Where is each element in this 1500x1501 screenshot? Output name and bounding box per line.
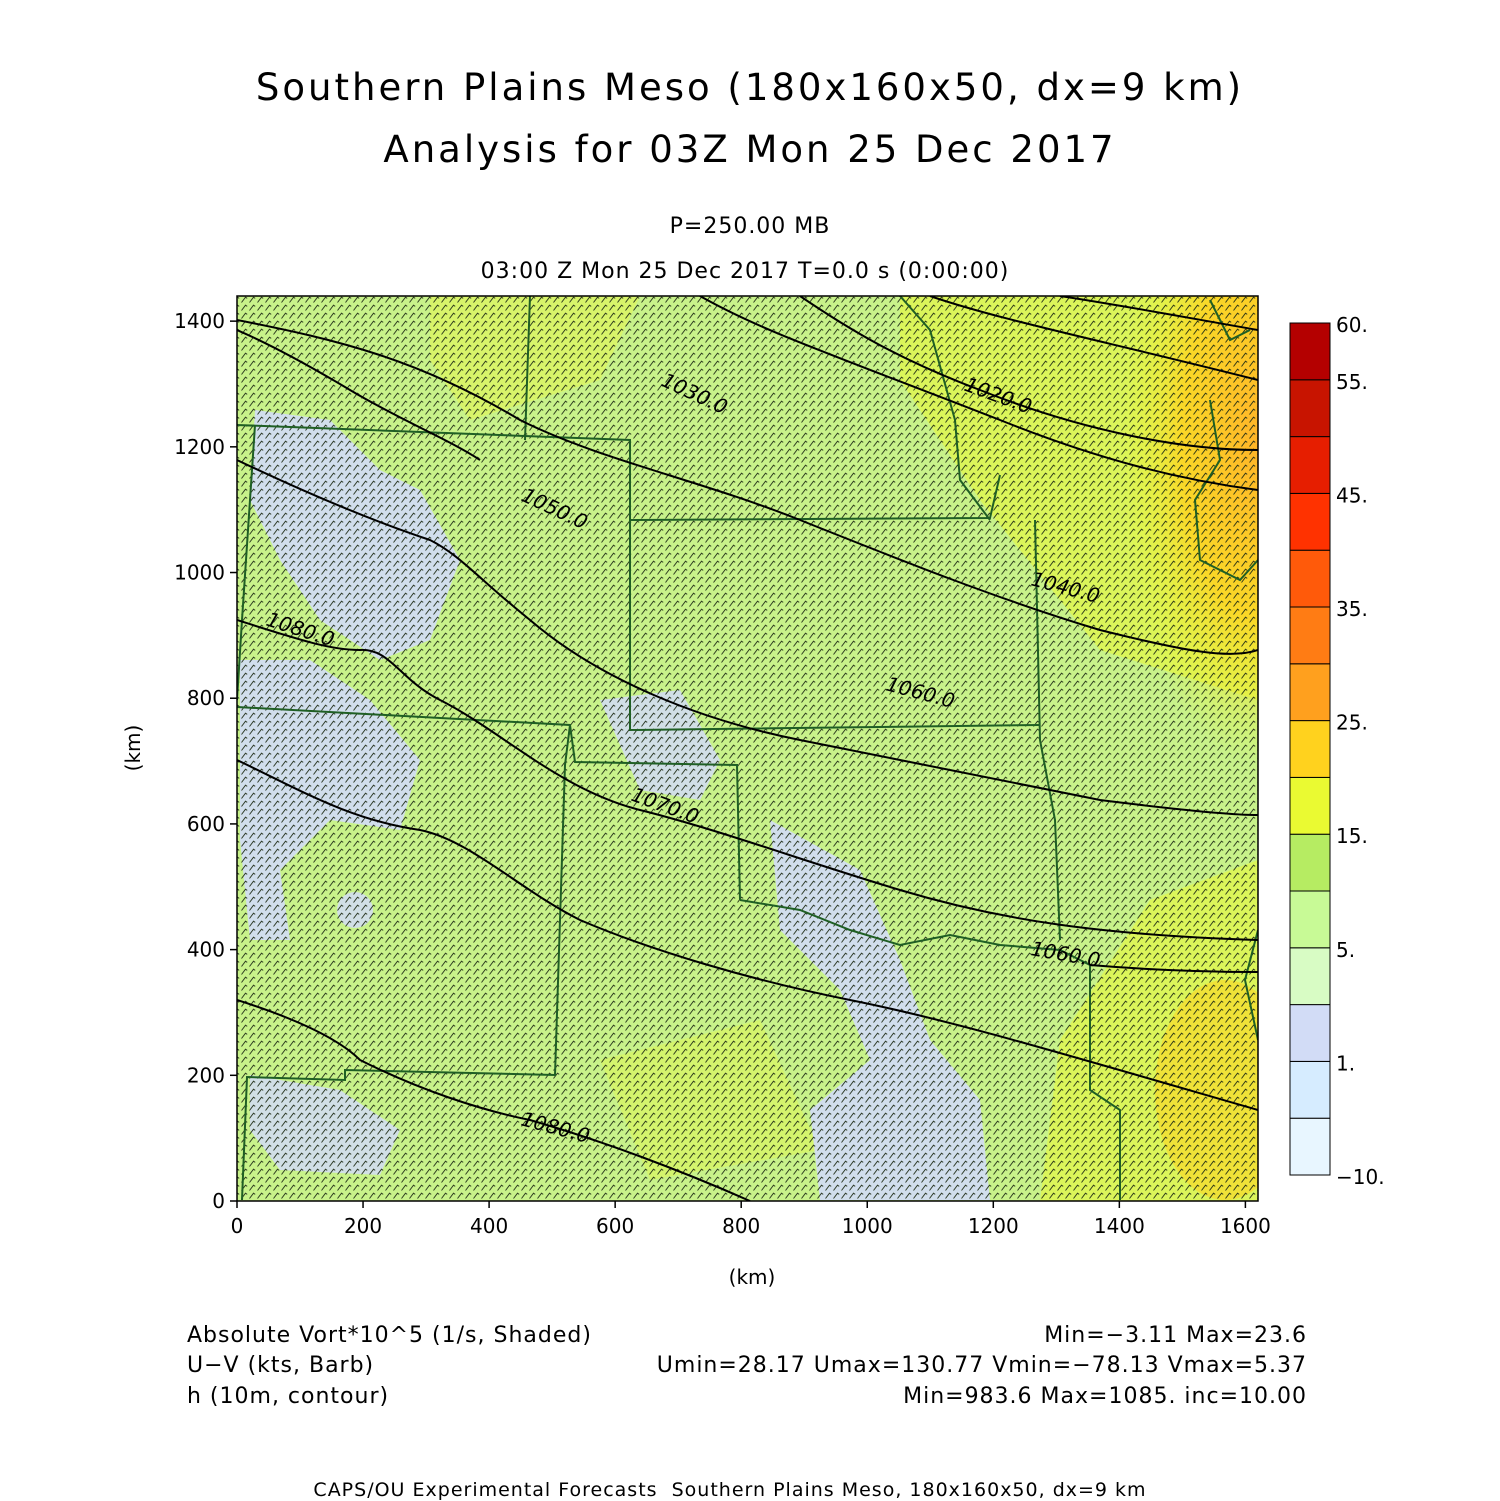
legend-height-stats: Min=983.6 Max=1085. inc=10.00 (903, 1384, 1307, 1409)
colorbar-swatch (1289, 890, 1331, 949)
legend-wind-stats: Umin=28.17 Umax=130.77 Vmin=−78.13 Vmax=… (656, 1353, 1307, 1378)
colorbar-swatch (1289, 947, 1331, 1006)
y-axis: 0 200 400 600 800 1000 1200 1400 (174, 309, 237, 1213)
colorbar-label: 55. (1336, 370, 1368, 394)
colorbar-swatch (1289, 1117, 1331, 1176)
pressure-level: P=250.00 MB (669, 214, 831, 239)
x-tick-label: 400 (470, 1214, 508, 1238)
y-tick-label: 0 (212, 1189, 225, 1213)
y-axis-label: (km) (121, 725, 145, 772)
colorbar-swatch (1289, 379, 1331, 438)
y-tick-label: 800 (187, 686, 225, 710)
colorbar-label: 1. (1336, 1051, 1355, 1075)
colorbar-swatch (1289, 833, 1331, 892)
y-tick-label: 1000 (174, 561, 225, 585)
figure-title-line1: Southern Plains Meso (180x160x50, dx=9 k… (255, 66, 1245, 109)
footer-credit: CAPS/OU Experimental Forecasts Southern … (313, 1479, 1147, 1501)
colorbar-swatch (1289, 1004, 1331, 1062)
x-axis: 0 200 400 600 800 1000 1200 1400 1600 (231, 1201, 1271, 1238)
y-tick-label: 400 (187, 938, 225, 962)
valid-time: 03:00 Z Mon 25 Dec 2017 T=0.0 s (0:00:00… (480, 259, 1010, 284)
colorbar-label: 60. (1336, 313, 1368, 337)
x-tick-label: 800 (722, 1214, 760, 1238)
x-tick-label: 200 (344, 1214, 382, 1238)
x-tick-label: 1400 (1094, 1214, 1145, 1238)
vorticity-shading: 1030.0 1020.0 1050.0 1040.0 1080.0 1060.… (237, 296, 1258, 1201)
colorbar-label: 35. (1336, 597, 1368, 621)
legend-wind: U−V (kts, Barb) (187, 1353, 375, 1378)
colorbar-swatch (1289, 322, 1331, 381)
plot-frame (236, 295, 1259, 1202)
colorbar-label: 15. (1336, 824, 1368, 848)
colorbar-label: 45. (1336, 483, 1368, 507)
colorbar-label: 5. (1336, 938, 1355, 962)
legend-vorticity: Absolute Vort*10^5 (1/s, Shaded) (187, 1323, 592, 1348)
legend-vorticity-stats: Min=−3.11 Max=23.6 (1044, 1323, 1307, 1348)
y-tick-label: 1200 (174, 435, 225, 459)
y-tick-label: 1400 (174, 309, 225, 333)
x-tick-label: 1600 (1220, 1214, 1271, 1238)
colorbar-label: 25. (1336, 711, 1368, 735)
colorbar: 60. 55. 45. 35. 25. 15. 5. 1. −10. (1289, 313, 1385, 1189)
x-axis-label: (km) (729, 1265, 776, 1289)
colorbar-swatch (1289, 606, 1331, 665)
x-tick-label: 1000 (842, 1214, 893, 1238)
colorbar-swatch (1289, 492, 1331, 551)
colorbar-swatch (1289, 720, 1331, 778)
colorbar-swatch (1289, 663, 1331, 722)
colorbar-label: −10. (1336, 1165, 1385, 1189)
colorbar-swatch (1289, 436, 1331, 494)
height-contours (237, 296, 1258, 1201)
x-tick-label: 600 (596, 1214, 634, 1238)
figure-title-line2: Analysis for 03Z Mon 25 Dec 2017 (383, 128, 1117, 171)
legend-height: h (10m, contour) (187, 1384, 390, 1409)
colorbar-swatch (1289, 549, 1331, 608)
colorbar-swatch (1289, 776, 1331, 835)
state-borders (237, 296, 1258, 1201)
x-tick-label: 0 (231, 1214, 244, 1238)
x-tick-label: 1200 (968, 1214, 1019, 1238)
colorbar-swatch (1289, 1060, 1331, 1119)
y-tick-label: 200 (187, 1063, 225, 1087)
y-tick-label: 600 (187, 812, 225, 836)
